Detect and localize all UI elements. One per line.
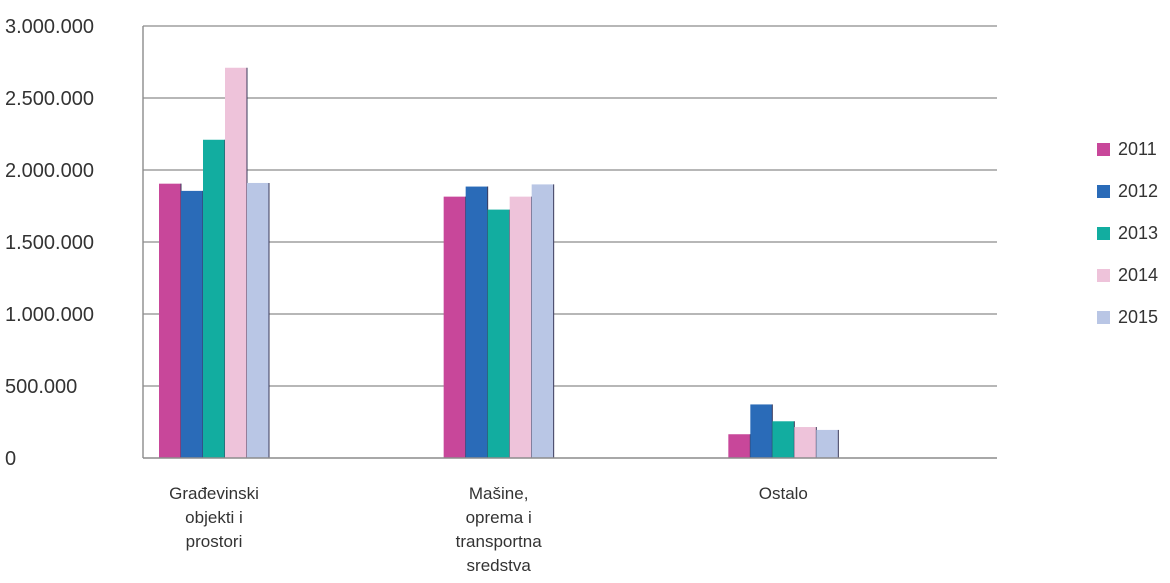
y-tick-label: 2.000.000 [5,160,94,182]
x-tick-label: objekti i [185,508,243,527]
bar [794,427,817,458]
legend-swatch [1097,227,1110,240]
x-tick-label: sredstva [467,556,532,575]
x-tick-label: Građevinski [169,484,259,503]
bar [750,404,773,458]
x-tick-label: Mašine, [469,484,529,503]
bar [203,139,225,458]
legend-swatch [1097,185,1110,198]
y-tick-label: 0 [5,448,16,470]
x-tick-label: oprema i [466,508,532,527]
bar [465,186,488,458]
legend-label: 2011 [1118,139,1157,159]
bar [728,434,751,458]
y-tick-label: 1.000.000 [5,304,94,326]
y-tick-label: 1.500.000 [5,232,94,254]
bar [509,196,532,458]
legend-label: 2013 [1118,223,1158,243]
bar [487,209,510,458]
legend-label: 2015 [1118,307,1158,327]
bar [181,190,203,458]
bar [159,183,181,458]
bar [531,184,554,458]
legend-label: 2012 [1118,181,1158,201]
legend-swatch [1097,143,1110,156]
legend-swatch [1097,311,1110,324]
bar [247,182,269,458]
bar [443,196,466,458]
bar [225,67,247,458]
bar [772,421,795,458]
x-tick-label: Ostalo [759,484,808,503]
y-tick-label: 500.000 [5,376,77,398]
x-tick-label: prostori [186,532,243,551]
y-tick-label: 2.500.000 [5,88,94,110]
legend-swatch [1097,269,1110,282]
bar [816,429,839,458]
y-tick-label: 3.000.000 [5,16,94,38]
legend-label: 2014 [1118,265,1158,285]
x-tick-label: transportna [456,532,543,551]
